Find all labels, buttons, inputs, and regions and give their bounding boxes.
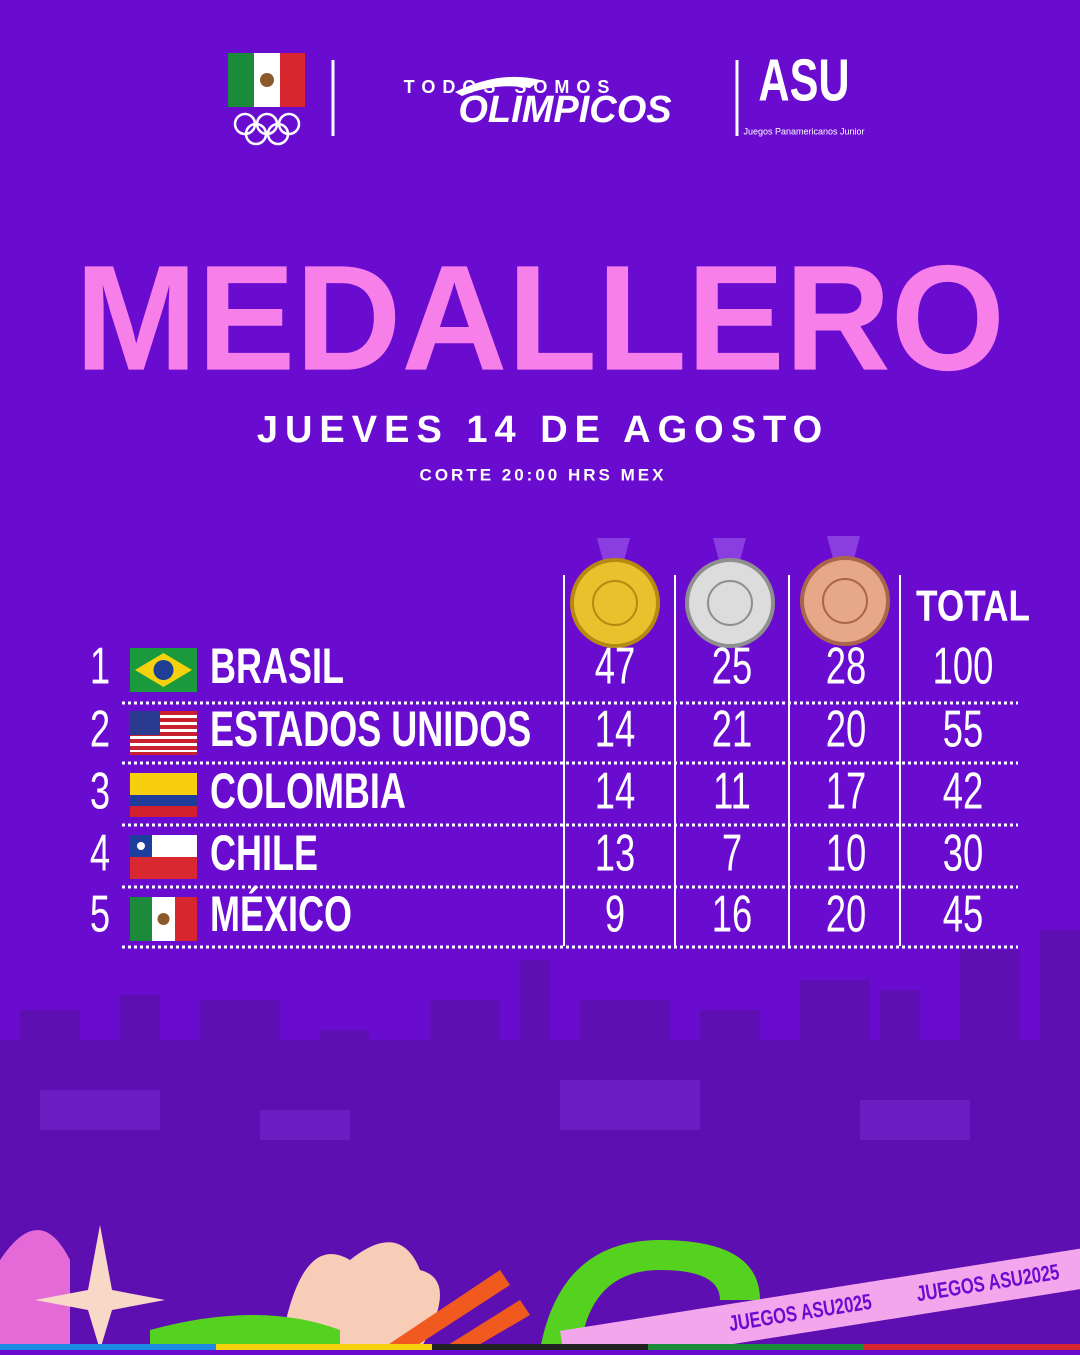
silver-cell: 11 bbox=[713, 761, 751, 820]
rank-cell: 4 bbox=[90, 823, 110, 882]
country-cell: BRASIL bbox=[210, 640, 344, 695]
skyline-detail bbox=[40, 1080, 970, 1140]
bronze-cell: 28 bbox=[826, 636, 866, 695]
silver-cell: 21 bbox=[712, 699, 752, 758]
table-grid bbox=[563, 575, 901, 946]
bronze-cell: 17 bbox=[826, 761, 866, 820]
row-separators bbox=[122, 701, 1018, 949]
total-cell: 45 bbox=[943, 884, 983, 943]
brand-top: TODOS SOMOS bbox=[404, 77, 617, 97]
brand-bottom: OLIMPICOS bbox=[458, 89, 671, 131]
olympic-rings bbox=[233, 112, 301, 146]
flag-brasil bbox=[130, 648, 197, 692]
country-cell: ESTADOS UNIDOS bbox=[210, 703, 531, 758]
rank-cell: 1 bbox=[90, 636, 110, 695]
title: MEDALLERO bbox=[75, 234, 1005, 402]
gold-cell: 47 bbox=[595, 636, 635, 695]
gold-cell: 9 bbox=[605, 884, 625, 943]
decoration bbox=[0, 1225, 760, 1350]
skyline bbox=[0, 930, 1080, 1350]
gold-cell: 14 bbox=[595, 761, 635, 820]
flag-colombia bbox=[130, 773, 197, 817]
bronze-cell: 10 bbox=[826, 823, 866, 882]
brand-swoosh bbox=[455, 76, 540, 96]
gold-cell: 13 bbox=[595, 823, 635, 882]
bronze-cell: 20 bbox=[826, 884, 866, 943]
silver-cell: 16 bbox=[712, 884, 752, 943]
country-cell: CHILE bbox=[210, 827, 318, 882]
date: JUEVES 14 DE AGOSTO bbox=[257, 409, 829, 451]
gold-cell: 14 bbox=[595, 699, 635, 758]
asu-logo: ASU bbox=[758, 48, 849, 114]
total-cell: 55 bbox=[943, 699, 983, 758]
rank-cell: 5 bbox=[90, 884, 110, 943]
country-cell: MÉXICO bbox=[210, 885, 352, 942]
bottom-strip bbox=[0, 1344, 1080, 1350]
total-cell: 30 bbox=[943, 823, 983, 882]
bronze-medal bbox=[800, 536, 890, 646]
asu-caption: Juegos Panamericanos Junior bbox=[743, 126, 864, 136]
silver-cell: 7 bbox=[722, 823, 742, 882]
total-cell: 42 bbox=[943, 761, 983, 820]
flag-estados-unidos bbox=[130, 711, 197, 755]
rank-cell: 2 bbox=[90, 699, 110, 758]
mexico-flag-logo bbox=[228, 53, 305, 107]
flag-chile bbox=[130, 835, 197, 879]
silver-cell: 25 bbox=[712, 636, 752, 695]
country-cell: COLOMBIA bbox=[210, 765, 406, 820]
flag-mexico bbox=[130, 897, 197, 941]
total-header: TOTAL bbox=[916, 582, 1030, 631]
gold-medal bbox=[570, 538, 660, 648]
cutoff: CORTE 20:00 HRS MEX bbox=[420, 465, 667, 484]
silver-medal bbox=[685, 538, 775, 648]
total-cell: 100 bbox=[933, 636, 994, 695]
bronze-cell: 20 bbox=[826, 699, 866, 758]
rank-cell: 3 bbox=[90, 761, 110, 820]
